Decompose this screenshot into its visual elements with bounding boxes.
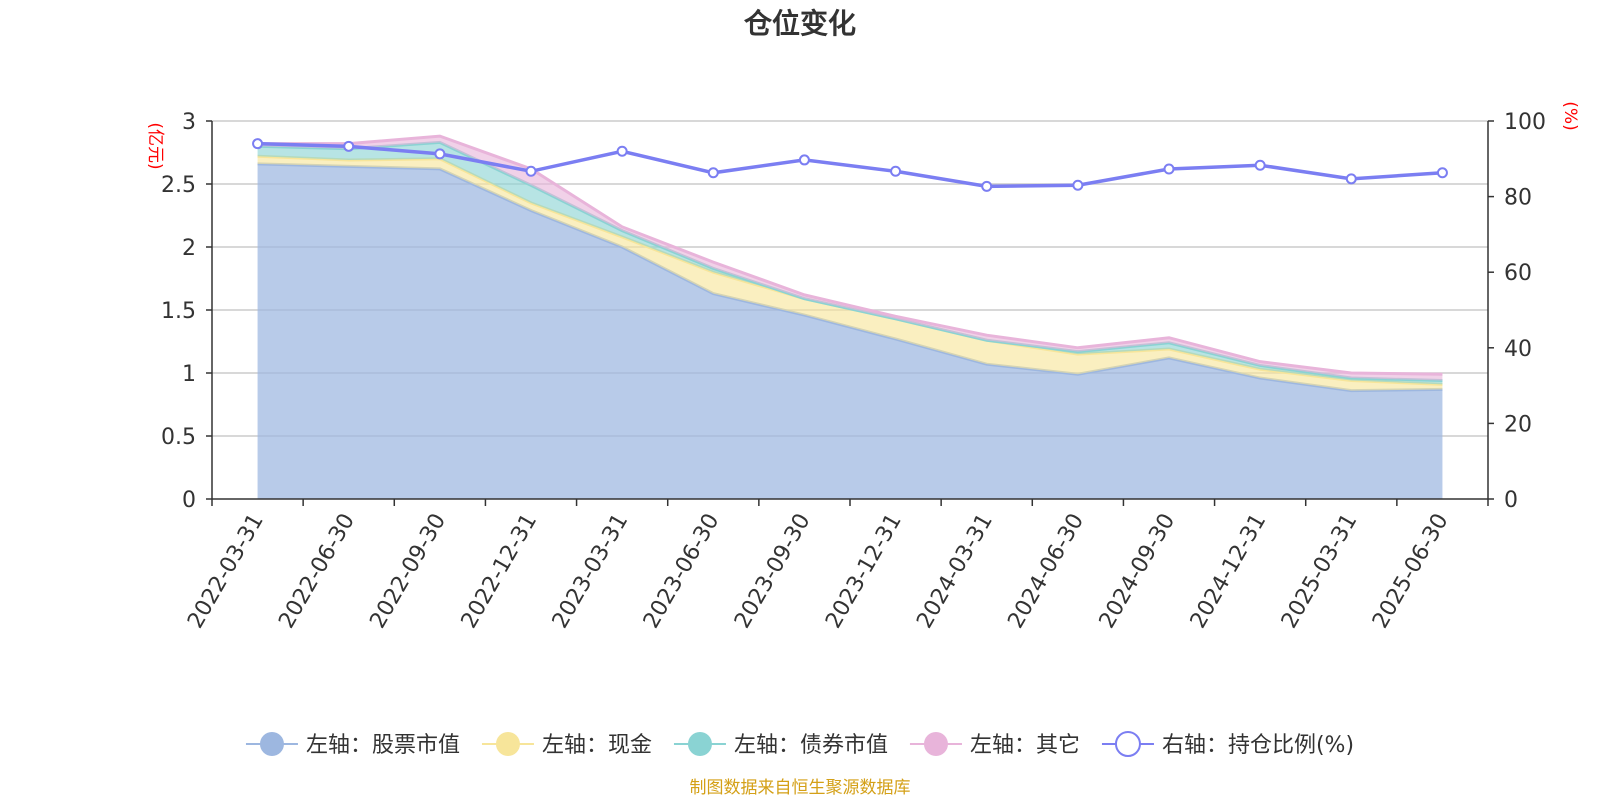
right-tick-label: 100 [1504,110,1546,135]
left-tick-label: 2 [182,236,196,261]
data-source-note: 制图数据来自恒生聚源数据库 [690,778,911,798]
legend-symbol-marker [923,732,948,756]
ratio-point [1436,167,1448,179]
ratio-point [798,154,810,166]
x-tick-label: 2024-06-30 [1003,510,1089,633]
ratio-point [1254,159,1266,171]
x-tick-label: 2024-09-30 [1095,510,1181,633]
left-tick-label: 0.5 [161,425,196,450]
right-tick-label: 40 [1504,337,1532,362]
legend-symbol-marker [687,732,712,756]
ratio-point [616,145,628,157]
x-tick-label: 2022-09-30 [365,510,451,633]
legend-label: 右轴：持仓比例(%) [1162,733,1354,758]
legend-symbol-marker [259,732,284,756]
x-tick-label: 2022-03-31 [183,510,269,633]
x-tick-label: 2025-06-30 [1368,510,1454,633]
right-tick-label: 20 [1504,412,1532,437]
x-tick-label: 2023-09-30 [730,510,816,633]
left-tick-label: 0 [182,488,196,513]
x-tick-label: 2023-12-31 [821,510,907,633]
x-tick-label: 2024-03-31 [912,510,998,633]
legend-label: 左轴：现金 [542,733,652,758]
x-tick-label: 2022-12-31 [457,510,543,633]
stacked-areas [257,134,1443,499]
area-series-2 [257,156,1443,391]
legend: 左轴：股票市值 左轴：现金 左轴：债券市值 左轴：其它 右轴：持仓比例(%) [245,731,1354,758]
left-tick-label: 3 [182,110,196,135]
legend-label: 左轴：债券市值 [734,733,888,758]
left-tick-label: 1.5 [161,299,196,324]
ratio-point [1345,173,1357,185]
ratio-point [707,167,719,179]
ratio-point [343,140,355,152]
x-tick-label: 2023-06-30 [639,510,725,633]
ratio-point [981,180,993,192]
x-tick-label: 2022-06-30 [274,510,360,633]
legend-symbol-marker [495,732,520,756]
legend-label: 左轴：其它 [970,733,1080,758]
right-tick-label: 60 [1504,261,1532,286]
ratio-point [252,138,264,150]
right-tick-label: 0 [1504,488,1518,513]
ratio-point [890,165,902,177]
ratio-line-layer [252,138,1448,192]
area-series-4-edge [257,134,1443,376]
ratio-point [1072,179,1084,191]
ratio-point [1163,163,1175,175]
chart-title: 仓位变化 [744,7,856,40]
right-axis-unit: (%) [1560,101,1580,130]
left-axis-unit: (亿元) [145,122,165,169]
left-tick-label: 2.5 [161,173,196,198]
legend-symbol-marker [1114,731,1141,757]
area-series-1 [257,163,1443,499]
left-tick-label: 1 [182,362,196,387]
legend-label: 左轴：股票市值 [306,733,460,758]
area-series-3 [257,142,1443,385]
x-tick-label: 2024-12-31 [1186,510,1272,633]
ratio-point [434,148,446,160]
ratio-line [257,141,1443,189]
x-tick-label: 2025-03-31 [1277,510,1363,633]
right-tick-label: 80 [1504,186,1532,211]
ratio-point [525,165,537,177]
x-tick-label: 2023-03-31 [548,510,634,633]
